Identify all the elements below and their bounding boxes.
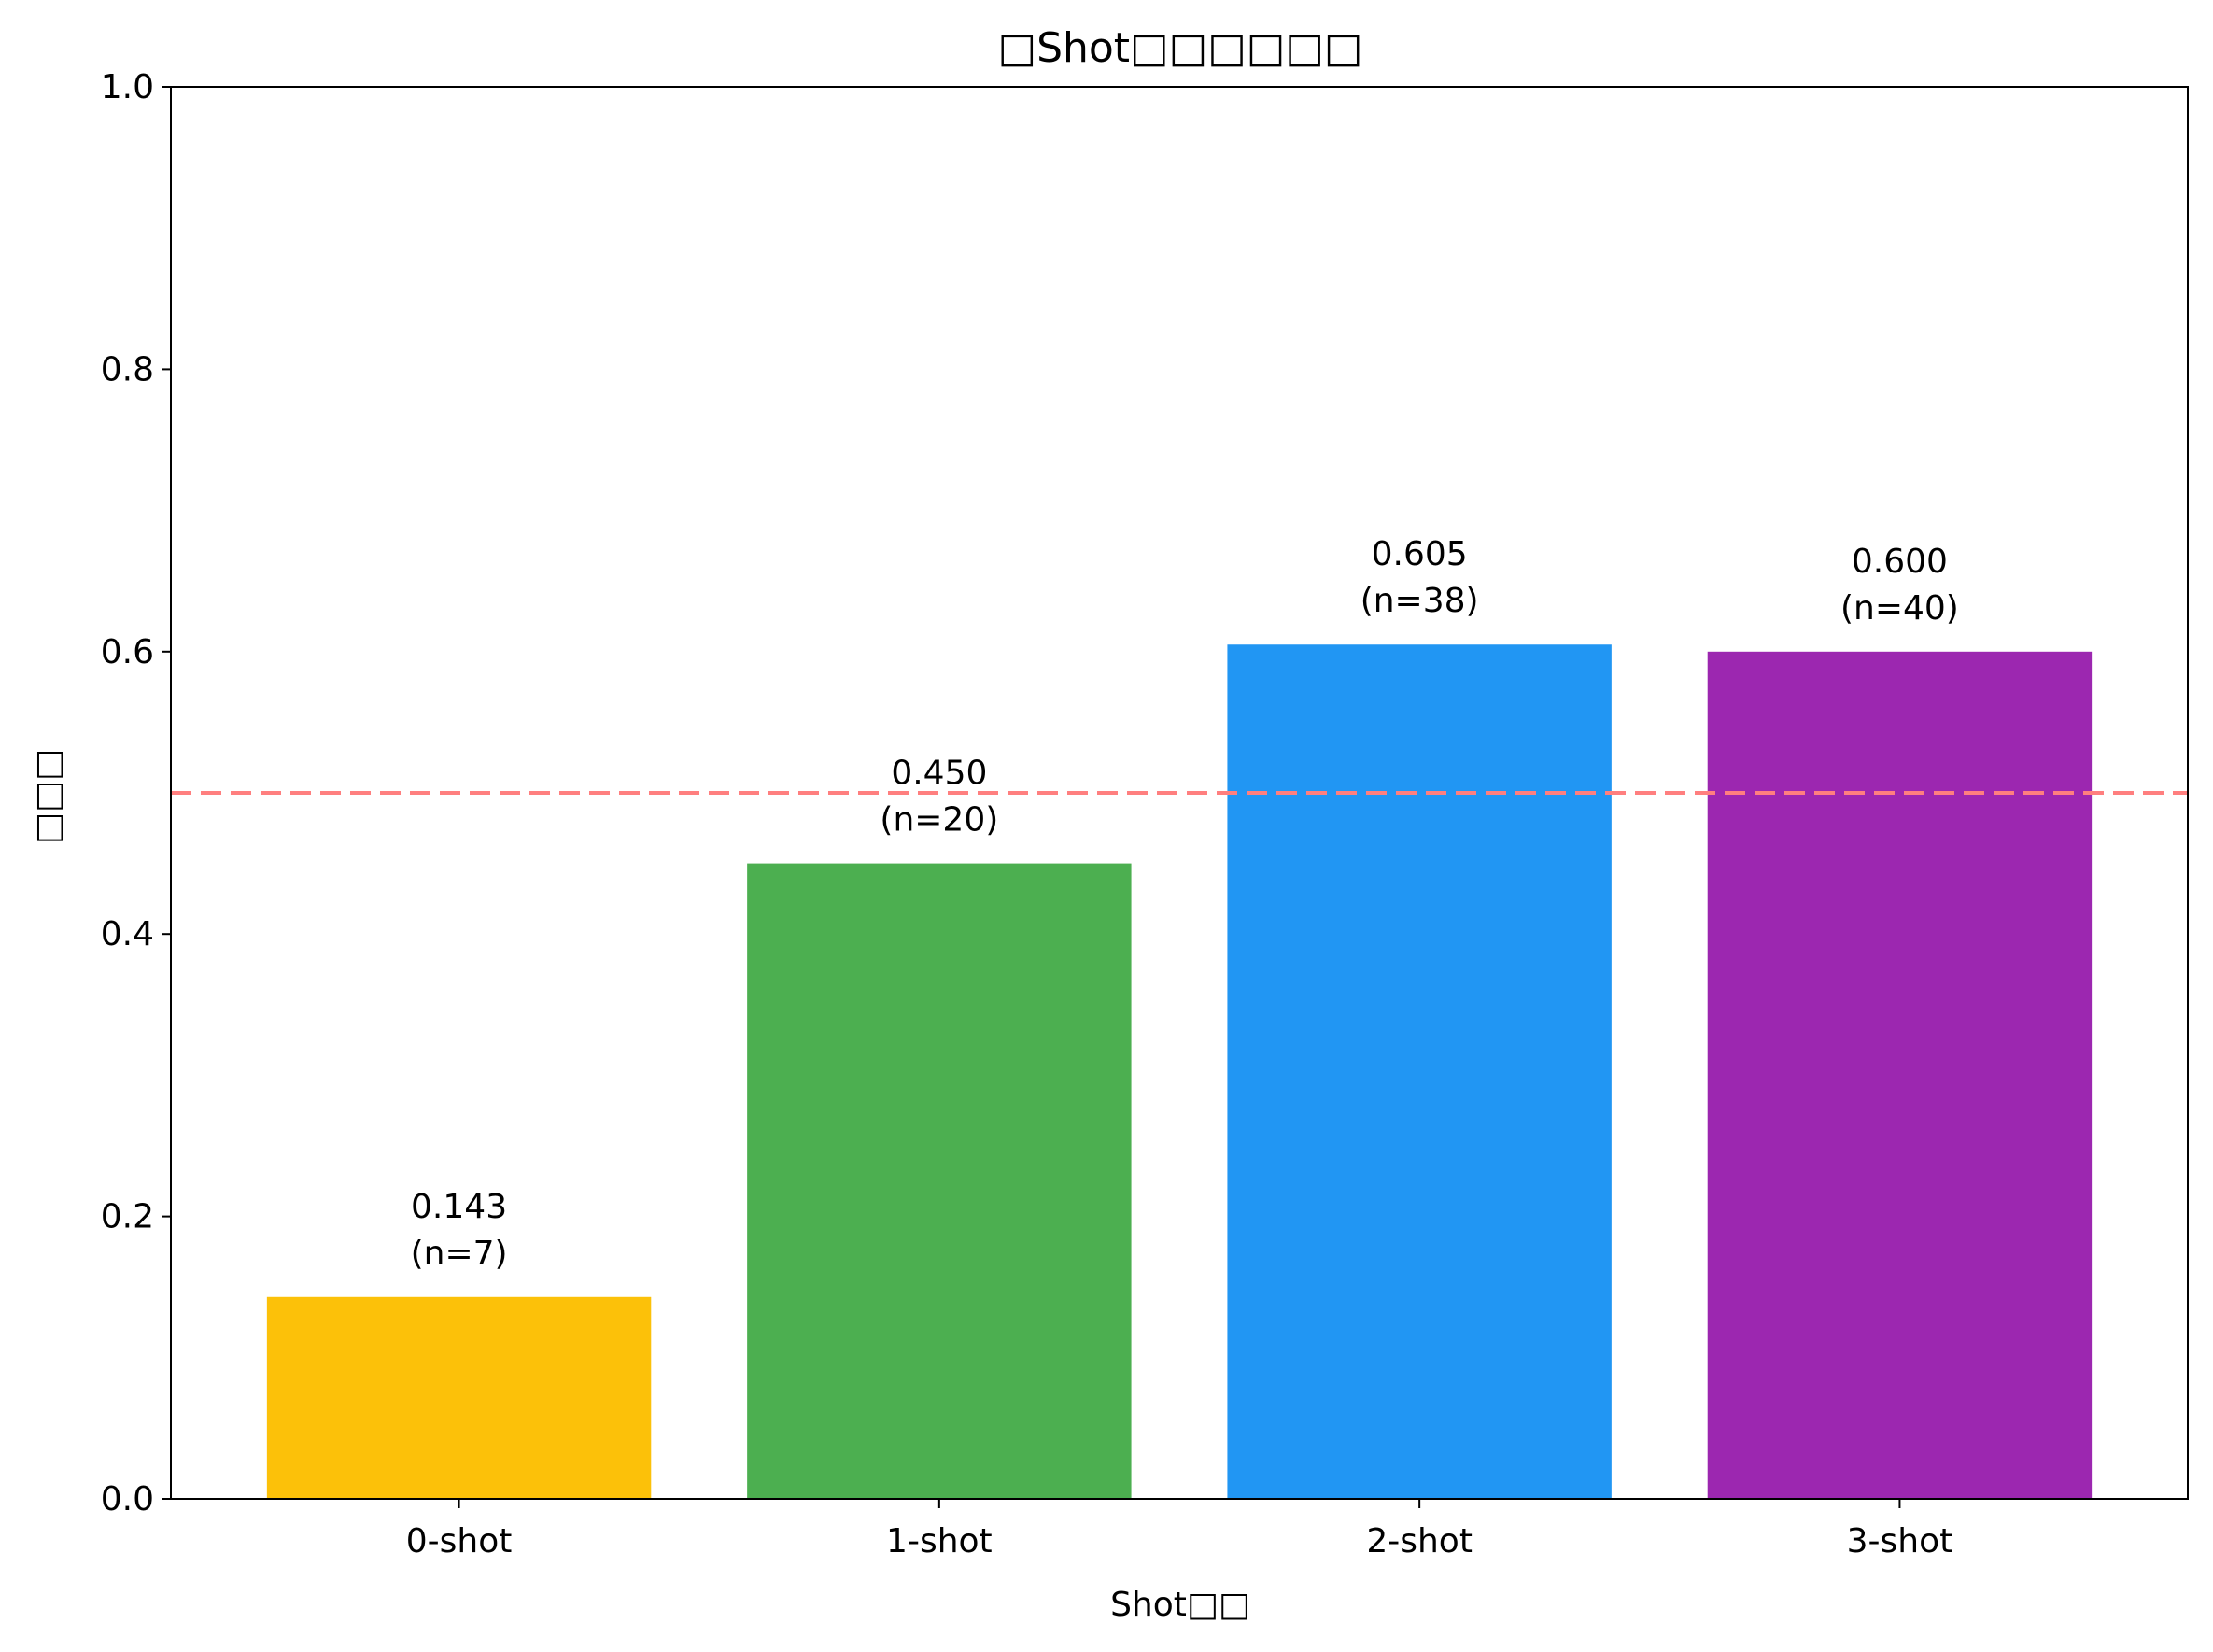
value-label: 0.143 bbox=[411, 1188, 507, 1226]
y-tick-label: 0.4 bbox=[101, 915, 154, 953]
value-label: 0.450 bbox=[891, 755, 987, 793]
plot-frame bbox=[170, 86, 2189, 1500]
x-tick-label: 3-shot bbox=[1847, 1522, 1953, 1560]
data-labels-layer: 0.143 (n=7) 0.450 (n=20) 0.605 (n=38) 0.600 (n=… bbox=[411, 535, 1959, 1273]
y-tick-label: 1.0 bbox=[101, 68, 154, 106]
x-tick-label: 1-shot bbox=[886, 1522, 993, 1560]
axes-layer: 0.0 0.2 0.4 0.6 0.8 1.0 0-shot 1-shot 2-shot 3-sh… bbox=[101, 68, 2189, 1560]
y-tick-label: 0.8 bbox=[101, 350, 154, 388]
count-label: (n=20) bbox=[880, 801, 998, 840]
bar-2-shot bbox=[1227, 644, 1612, 1499]
y-tick-label: 0.6 bbox=[101, 633, 154, 671]
y-tick-label: 0.0 bbox=[101, 1480, 154, 1518]
bar-0-shot bbox=[266, 1296, 652, 1499]
y-axis-label: □□□ bbox=[29, 749, 67, 844]
value-label: 0.600 bbox=[1852, 543, 1948, 581]
chart-title: □Shot□□□□□□ bbox=[998, 24, 1363, 72]
value-label: 0.605 bbox=[1372, 535, 1468, 573]
x-tick-label: 0-shot bbox=[406, 1522, 513, 1560]
count-label: (n=40) bbox=[1840, 589, 1959, 628]
y-tick-label: 0.2 bbox=[101, 1198, 154, 1236]
bar-1-shot bbox=[747, 863, 1132, 1499]
bars-layer bbox=[266, 644, 2093, 1499]
bar-3-shot bbox=[1707, 651, 2093, 1499]
x-tick-label: 2-shot bbox=[1366, 1522, 1473, 1560]
count-label: (n=38) bbox=[1360, 582, 1479, 620]
x-axis-label: Shot□□ bbox=[1110, 1586, 1250, 1624]
count-label: (n=7) bbox=[411, 1235, 508, 1273]
